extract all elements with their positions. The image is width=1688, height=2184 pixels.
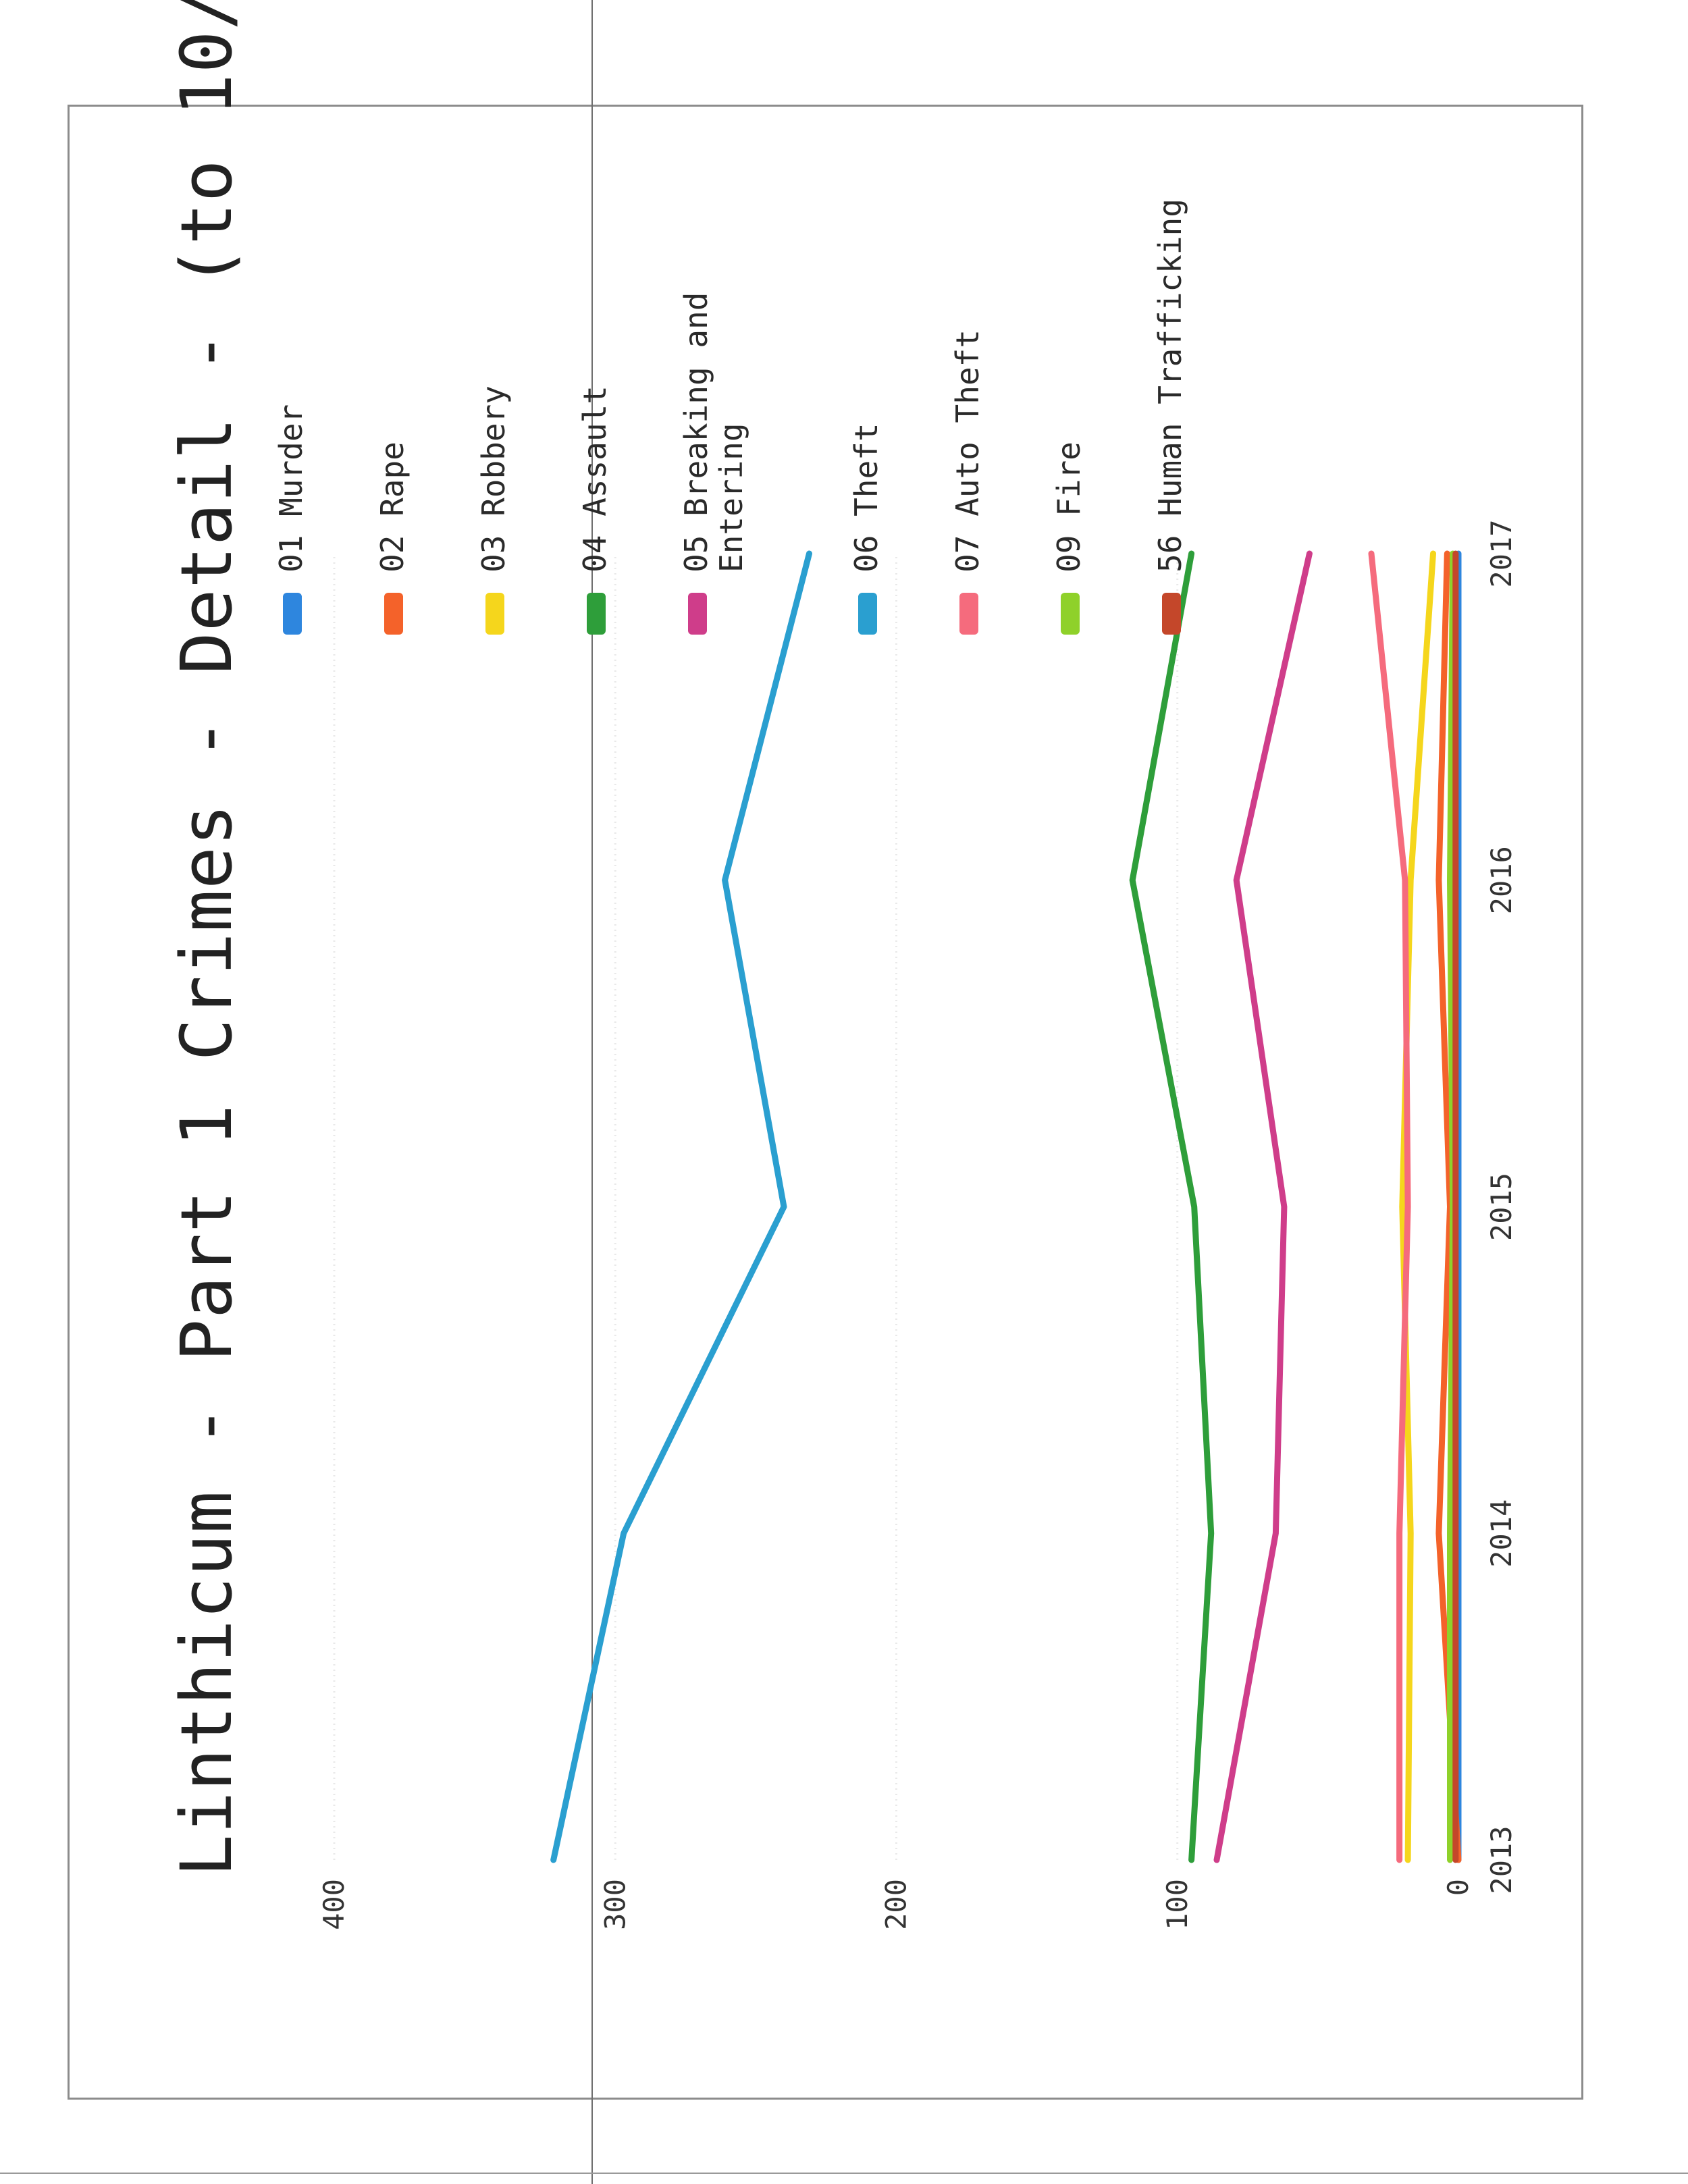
legend-swatch bbox=[959, 593, 978, 635]
legend-label: 09 Fire bbox=[1051, 442, 1087, 572]
x-tick-label: 2016 bbox=[1485, 846, 1518, 914]
legend-label: 02 Rape bbox=[374, 442, 411, 572]
legend-swatch bbox=[858, 593, 877, 635]
x-tick-label: 2015 bbox=[1485, 1173, 1518, 1241]
legend-item: 04 Assault bbox=[577, 196, 613, 635]
legend-item: 03 Robbery bbox=[475, 196, 512, 635]
series-line-6 bbox=[1368, 550, 1411, 1863]
legend-swatch bbox=[1061, 593, 1080, 635]
legend-label: 04 Assault bbox=[577, 385, 613, 572]
legend-swatch bbox=[1162, 593, 1181, 635]
x-tick-label: 2013 bbox=[1485, 1826, 1518, 1894]
legend-label: 56 Human Trafficking bbox=[1152, 198, 1188, 572]
y-tick-label: 300 bbox=[598, 1879, 631, 1930]
scan-edge-line bbox=[0, 2173, 1688, 2174]
series-line-5 bbox=[550, 550, 812, 1863]
series-line-7 bbox=[1447, 550, 1456, 1863]
scan-border bbox=[68, 105, 1583, 2100]
legend-label: 05 Breaking and Entering bbox=[678, 292, 749, 572]
legend-label: 07 Auto Theft bbox=[949, 329, 986, 572]
series-line-2 bbox=[1399, 550, 1436, 1863]
chart-panel: 0 100 200 300 400 2013 2014 2015 2016 2017 Linthi… bbox=[138, 0, 1523, 1965]
legend-label: 01 Murder bbox=[273, 404, 309, 572]
y-tick-label: 200 bbox=[880, 1879, 913, 1930]
x-tick-label: 2014 bbox=[1485, 1499, 1518, 1568]
line-chart: 0 100 200 300 400 2013 2014 2015 2016 2017 bbox=[317, 519, 1518, 1930]
series-line-3 bbox=[1129, 550, 1215, 1863]
y-tick-label: 0 bbox=[1442, 1879, 1475, 1896]
chart-legend: 01 Murder 02 Rape 03 Robbery 04 Assault 05 B… bbox=[273, 196, 1188, 635]
scan-fold-line bbox=[591, 0, 593, 2184]
legend-swatch bbox=[587, 593, 606, 635]
legend-item: 09 Fire bbox=[1051, 196, 1087, 635]
legend-swatch bbox=[485, 593, 504, 635]
legend-swatch bbox=[384, 593, 403, 635]
legend-item: 05 Breaking and Entering bbox=[678, 196, 749, 635]
legend-swatch bbox=[283, 593, 302, 635]
legend-item: 56 Human Trafficking bbox=[1152, 196, 1188, 635]
legend-item: 07 Auto Theft bbox=[949, 196, 986, 635]
legend-label: 06 Theft bbox=[848, 423, 885, 572]
x-tick-label: 2017 bbox=[1485, 519, 1518, 587]
legend-swatch bbox=[688, 593, 707, 635]
chart-title: Linthicum - Part 1 Crimes - Detail - (to… bbox=[165, 0, 248, 1877]
series-line-4 bbox=[1213, 550, 1313, 1863]
y-tick-label: 400 bbox=[317, 1879, 350, 1930]
legend-label: 03 Robbery bbox=[475, 385, 512, 572]
legend-item: 02 Rape bbox=[374, 196, 411, 635]
legend-item: 01 Murder bbox=[273, 196, 309, 635]
y-tick-label: 100 bbox=[1161, 1879, 1194, 1930]
legend-item: 06 Theft bbox=[848, 196, 885, 635]
